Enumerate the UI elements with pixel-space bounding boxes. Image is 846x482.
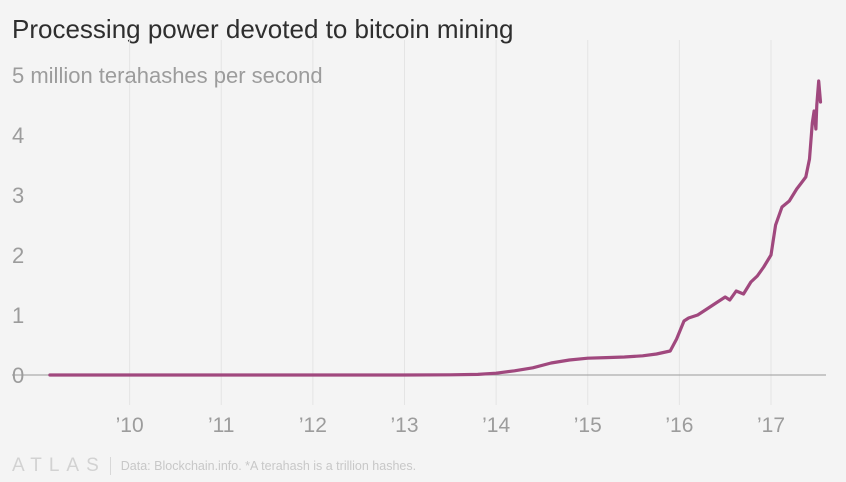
y-tick-label: 3 [12, 183, 24, 208]
chart-title: Processing power devoted to bitcoin mini… [12, 14, 514, 44]
y-axis-tick-labels: 0 1 2 3 4 5 million terahashes per second [12, 63, 323, 388]
y-axis-top-label: 5 million terahashes per second [12, 63, 323, 88]
y-tick-label: 4 [12, 123, 24, 148]
source-note: Data: Blockchain.info. *A terahash is a … [120, 459, 417, 473]
x-tick-label: ’12 [299, 414, 327, 437]
footer-separator [109, 457, 111, 475]
x-tick-label: ’16 [665, 414, 693, 437]
footer: ATLAS Data: Blockchain.info. *A terahash… [12, 455, 417, 476]
y-tick-label: 2 [12, 243, 24, 268]
x-tick-label: ’13 [390, 414, 418, 437]
vertical-gridlines [129, 40, 772, 405]
x-tick-label: ’11 [208, 414, 234, 437]
hashrate-line [48, 79, 823, 377]
y-tick-label: 1 [12, 303, 24, 328]
x-axis-tick-labels: ’10 ’11 ’12 ’13 ’14 ’15 ’16 ’17 [116, 414, 785, 437]
x-tick-label: ’14 [482, 414, 510, 437]
y-tick-label: 0 [12, 363, 24, 388]
x-tick-label: ’17 [757, 414, 785, 437]
x-tick-label: ’10 [116, 414, 144, 437]
atlas-logo: ATLAS [12, 455, 106, 476]
x-tick-label: ’15 [574, 414, 602, 437]
